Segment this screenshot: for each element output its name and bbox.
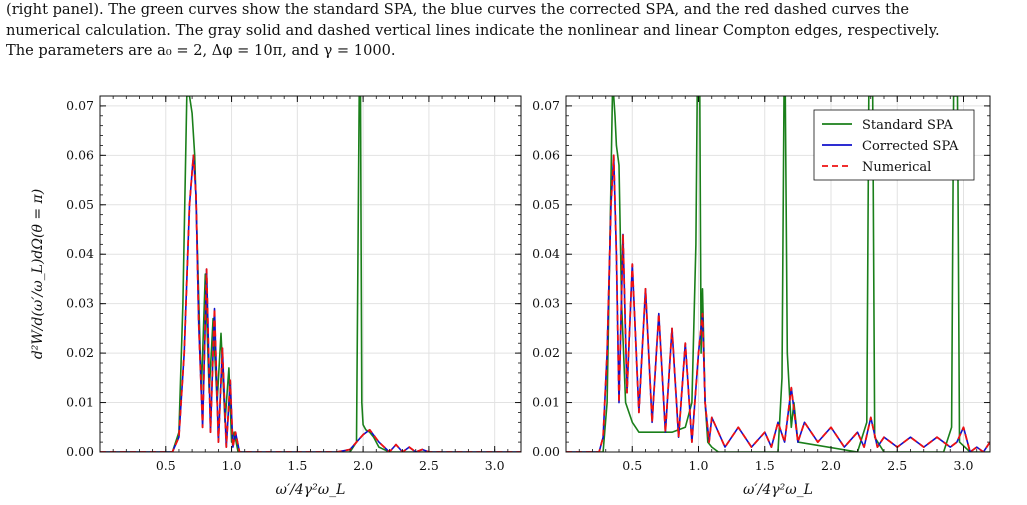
left-x-axis-label: ω′/4γ²ω_L xyxy=(276,482,346,498)
caption-line-1: (right panel). The green curves show the… xyxy=(6,1,910,18)
left-y-tick-label-0: 0.00 xyxy=(66,444,94,459)
left-y-tick-label-2: 0.02 xyxy=(66,345,94,360)
left-x-tick-label-0: 0.5 xyxy=(156,458,176,473)
right-x-tick-label-1: 1.0 xyxy=(689,458,709,473)
left-panel: 0.5 1.0 1.5 2.0 2.5 3.0 0.00 0.01 0.02 0.03 0.04 0.… xyxy=(30,95,522,498)
left-y-tick-label-5: 0.05 xyxy=(66,197,94,212)
left-axes-frame xyxy=(99,95,522,453)
right-y-tick-label-1: 0.01 xyxy=(532,395,560,410)
right-y-tick-label-0: 0.00 xyxy=(532,444,560,459)
left-y-tick-label-4: 0.04 xyxy=(66,246,94,261)
right-y-tick-label-6: 0.06 xyxy=(532,147,560,162)
right-legend: Standard SPA Corrected SPA Numerical xyxy=(813,109,975,181)
left-series-numerical xyxy=(100,154,521,452)
left-x-tick-label-4: 2.5 xyxy=(419,458,439,473)
right-x-tick-label-0: 0.5 xyxy=(622,458,642,473)
right-x-tick-label-2: 1.5 xyxy=(755,458,775,473)
legend-label-standard: Standard SPA xyxy=(862,118,953,133)
right-y-tick-label-7: 0.07 xyxy=(532,98,560,113)
right-y-tick-label-4: 0.04 xyxy=(532,246,560,261)
right-y-tick-label-5: 0.05 xyxy=(532,197,560,212)
right-series-numerical xyxy=(566,154,990,452)
right-panel: 0.5 1.0 1.5 2.0 2.5 3.0 0.00 0.01 0.02 0.03 0.04 0.… xyxy=(532,95,991,498)
legend-label-corrected: Corrected SPA xyxy=(862,139,959,154)
figure-caption: (right panel). The green curves show the… xyxy=(6,0,1022,62)
right-series-standard xyxy=(566,96,990,452)
right-y-tick-label-3: 0.03 xyxy=(532,296,560,311)
right-x-axis-label: ω′/4γ²ω_L xyxy=(743,482,813,498)
caption-line-3: The parameters are a₀ = 2, Δφ = 10π, and… xyxy=(6,42,396,59)
left-y-tick-label-3: 0.03 xyxy=(66,296,94,311)
left-x-tick-label-5: 3.0 xyxy=(485,458,505,473)
left-x-tick-label-2: 1.5 xyxy=(287,458,307,473)
caption-line-2: numerical calculation. The gray solid an… xyxy=(6,21,940,39)
left-y-tick-label-6: 0.06 xyxy=(66,147,94,162)
right-x-tick-label-5: 3.0 xyxy=(954,458,974,473)
left-series-standard xyxy=(100,96,521,452)
right-y-tick-label-2: 0.02 xyxy=(532,345,560,360)
right-x-tick-label-3: 2.0 xyxy=(821,458,841,473)
left-x-tick-label-3: 2.0 xyxy=(353,458,373,473)
legend-label-numerical: Numerical xyxy=(862,160,931,175)
left-x-tick-label-1: 1.0 xyxy=(222,458,242,473)
left-y-tick-label-7: 0.07 xyxy=(66,98,94,113)
left-y-tick-label-1: 0.01 xyxy=(66,395,94,410)
right-x-tick-label-4: 2.5 xyxy=(887,458,907,473)
left-y-axis-label: d²W/d(ω′/ω_L)dΩ(θ = π) xyxy=(30,189,46,359)
